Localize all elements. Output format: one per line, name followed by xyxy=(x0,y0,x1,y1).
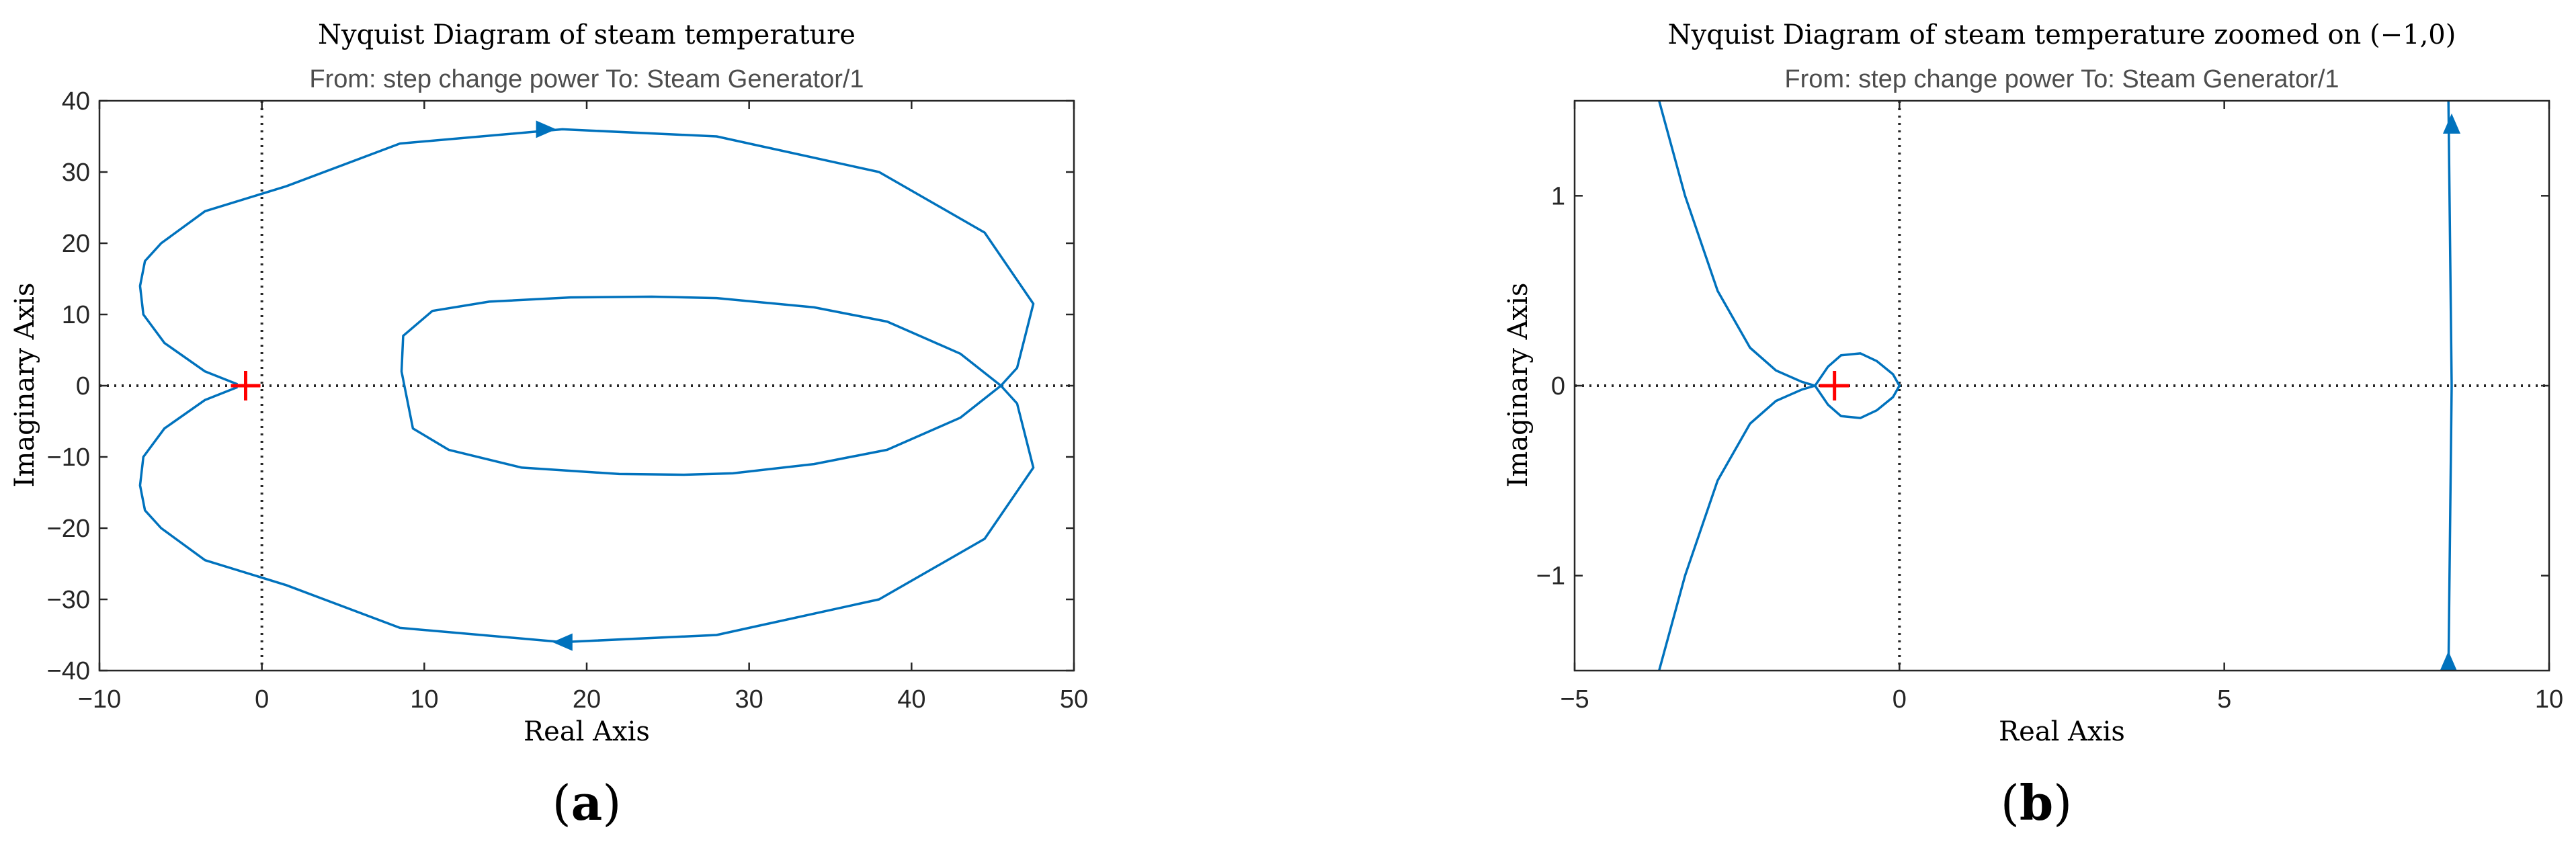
direction-arrow-1 xyxy=(2443,113,2460,134)
x-tick-label: −5 xyxy=(1560,685,1589,714)
x-tick-label: 10 xyxy=(2535,685,2563,714)
panel-b-ylabel: Imaginary Axis xyxy=(1503,283,1534,488)
y-tick-label: 0 xyxy=(76,372,90,400)
direction-arrow-2 xyxy=(2440,650,2458,671)
panel-a-plot: −10 0 10 20 30 40 50 −40 −30 −20 −10 0 10 20 30 40 xyxy=(47,87,1089,714)
panel-a-xlabel: Real Axis xyxy=(524,716,650,747)
panel-b-xlabel: Real Axis xyxy=(1999,716,2125,747)
panel-a-title: Nyquist Diagram of steam temperature xyxy=(318,19,856,50)
panel-b-subtitle: From: step change power To: Steam Genera… xyxy=(1784,65,2339,93)
panel-a-ylabel: Imaginary Axis xyxy=(9,283,40,488)
panel-b-title: Nyquist Diagram of steam temperature zoo… xyxy=(1668,19,2456,50)
y-tick-label: −30 xyxy=(47,586,90,614)
y-tick-label: 20 xyxy=(62,230,90,258)
nyquist-curve-1 xyxy=(138,128,1035,644)
x-tick-label: 30 xyxy=(735,685,763,714)
y-tick-label: 1 xyxy=(1551,182,1565,210)
nyquist-curve-1 xyxy=(1658,101,1901,671)
direction-arrow-1 xyxy=(536,120,556,138)
x-tick-label: −10 xyxy=(78,685,121,714)
x-tick-label: 5 xyxy=(2217,685,2231,714)
y-tick-label: −40 xyxy=(47,657,90,685)
direction-arrow-2 xyxy=(552,633,573,651)
y-tick-label: 40 xyxy=(62,87,90,116)
x-tick-label: 10 xyxy=(410,685,438,714)
x-tick-label: 0 xyxy=(1893,685,1907,714)
y-tick-label: 10 xyxy=(62,301,90,329)
x-tick-label: 50 xyxy=(1060,685,1088,714)
panel-b: Nyquist Diagram of steam temperature zoo… xyxy=(1503,19,2563,831)
nyquist-curve-2 xyxy=(2447,101,2453,671)
curves xyxy=(138,128,1035,644)
panel-b-plot: −5 0 5 10 −1 0 1 xyxy=(1536,99,2563,714)
y-tick-label: −1 xyxy=(1536,562,1565,591)
panel-b-caption: (b) xyxy=(2001,774,2073,831)
y-tick-label: −20 xyxy=(47,515,90,543)
x-tick-label: 20 xyxy=(573,685,601,714)
panel-a-subtitle: From: step change power To: Steam Genera… xyxy=(309,65,864,93)
y-tick-label: 0 xyxy=(1551,372,1565,400)
x-tick-label: 40 xyxy=(897,685,925,714)
panel-a-caption: (a) xyxy=(552,774,622,831)
x-tick-label: 0 xyxy=(255,685,269,714)
curves xyxy=(1658,101,2453,671)
y-tick-label: −10 xyxy=(47,443,90,472)
y-tick-label: 30 xyxy=(62,159,90,187)
panel-a: Nyquist Diagram of steam temperature Fro… xyxy=(9,19,1088,831)
